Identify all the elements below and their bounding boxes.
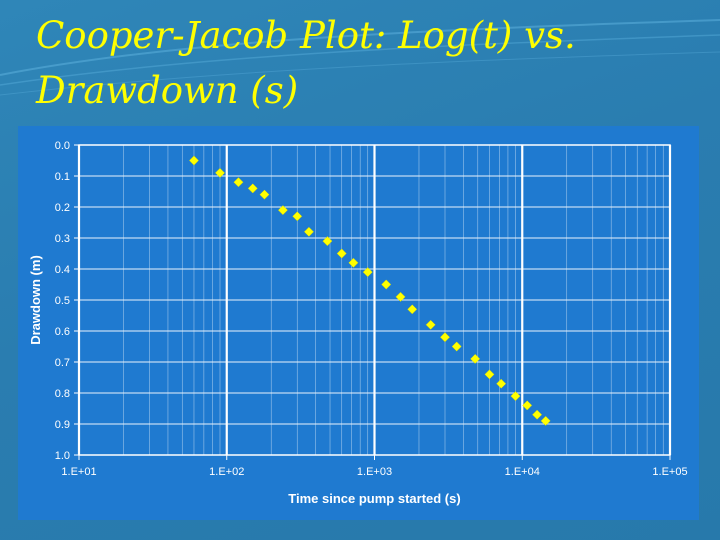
data-point: [189, 155, 199, 166]
data-point: [532, 409, 543, 420]
y-tick-label: 0.1: [55, 171, 70, 183]
x-axis-label: Time since pump started (s): [288, 491, 460, 506]
data-point: [440, 332, 450, 343]
data-point: [247, 183, 258, 194]
data-point: [215, 167, 225, 178]
data-point: [496, 378, 507, 389]
x-tick-label: 1.E+04: [505, 466, 540, 478]
x-tick-label: 1.E+03: [357, 466, 392, 478]
data-point: [510, 391, 521, 402]
data-point: [425, 319, 436, 330]
cooper-jacob-chart: 0.0 0.1 0.2 0.3 0.4 0.5 0.6 0.7 0.8 0.9 1.0 1.E+01…: [28, 140, 688, 506]
y-tick-label: 0.7: [55, 357, 70, 369]
y-tick-label: 0.9: [55, 419, 70, 431]
y-tick-label: 0.2: [55, 202, 70, 214]
x-tick-label: 1.E+02: [209, 466, 244, 478]
data-point: [303, 226, 314, 237]
slide-title-line2: Drawdown (s): [36, 69, 299, 112]
major-grid: [77, 144, 672, 456]
y-tick-label: 1.0: [55, 450, 70, 462]
y-tick-label: 0.0: [55, 140, 70, 152]
chart-panel: 0.0 0.1 0.2 0.3 0.4 0.5 0.6 0.7 0.8 0.9 1.0 1.E+01…: [18, 126, 699, 520]
background-swoosh: [0, 19, 720, 96]
data-point: [381, 279, 392, 290]
data-points: [189, 155, 551, 426]
data-point: [362, 267, 373, 278]
data-point: [277, 205, 288, 216]
data-point: [322, 236, 333, 247]
data-point: [522, 400, 533, 411]
data-point: [233, 177, 244, 188]
data-point: [336, 248, 347, 259]
y-axis-label: Drawdown (m): [28, 255, 43, 345]
y-tick-label: 0.6: [55, 326, 70, 338]
y-tick-label: 0.3: [55, 233, 70, 245]
x-tick-label: 1.E+05: [652, 466, 687, 478]
data-point: [395, 291, 406, 302]
y-tick-label: 0.8: [55, 388, 70, 400]
y-tick-label: 0.4: [55, 264, 70, 276]
data-point: [348, 257, 359, 268]
slide-title-line1: Cooper-Jacob Plot: Log(t) vs.: [36, 14, 576, 57]
y-axis-ticks: 0.0 0.1 0.2 0.3 0.4 0.5 0.6 0.7 0.8 0.9 1.0: [55, 140, 79, 462]
data-point: [484, 369, 495, 380]
slide-title: Cooper-Jacob Plot: Log(t) vs. Drawdown (…: [36, 8, 696, 118]
y-tick-label: 0.5: [55, 295, 70, 307]
data-point: [292, 211, 303, 222]
data-point: [259, 189, 270, 200]
x-tick-label: 1.E+01: [61, 466, 96, 478]
data-point: [540, 415, 551, 426]
x-axis-ticks: 1.E+01 1.E+02 1.E+03 1.E+04 1.E+05: [61, 455, 688, 478]
data-point: [470, 353, 481, 364]
data-point: [451, 341, 462, 352]
data-point: [407, 304, 418, 315]
